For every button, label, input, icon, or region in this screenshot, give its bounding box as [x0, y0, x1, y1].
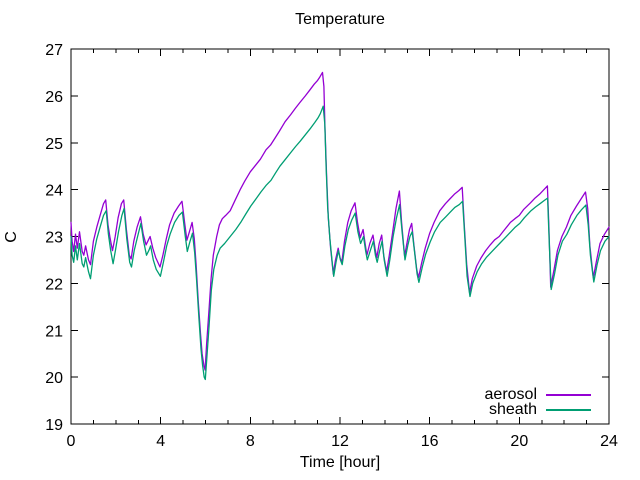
series-line-aerosol	[70, 71, 610, 371]
legend-line-sample-aerosol	[546, 393, 591, 396]
plot-border	[70, 48, 610, 425]
chart-title: Temperature	[295, 11, 385, 28]
x-tick-label: 8	[246, 433, 255, 450]
x-tick-label: 4	[156, 433, 165, 450]
x-tick-label: 16	[421, 433, 439, 450]
x-axis-label: Time [hour]	[299, 454, 381, 471]
series-line-sheath	[70, 105, 610, 381]
y-tick-label: 24	[45, 183, 63, 200]
y-tick-label: 25	[45, 136, 63, 153]
x-tick-label: 12	[331, 433, 349, 450]
legend-item-sheath: sheath	[485, 401, 591, 418]
y-tick-label: 23	[45, 230, 63, 247]
legend-item-aerosol: aerosol	[484, 386, 591, 403]
y-tick-label: 26	[45, 89, 63, 106]
x-tick-label: 24	[600, 433, 618, 450]
legend-label-sheath: sheath	[488, 401, 537, 418]
legend-label-aerosol: aerosol	[484, 386, 537, 403]
y-tick-label: 22	[45, 276, 63, 293]
x-tick-label: 0	[67, 433, 76, 450]
y-tick-label: 21	[45, 323, 63, 340]
y-tick-label: 19	[45, 417, 63, 434]
y-tick-label: 27	[45, 42, 63, 59]
legend: aerosol sheath	[484, 386, 591, 418]
legend-line-sample-sheath	[546, 408, 591, 411]
x-tick-label: 20	[510, 433, 528, 450]
y-tick-label: 20	[45, 370, 63, 387]
